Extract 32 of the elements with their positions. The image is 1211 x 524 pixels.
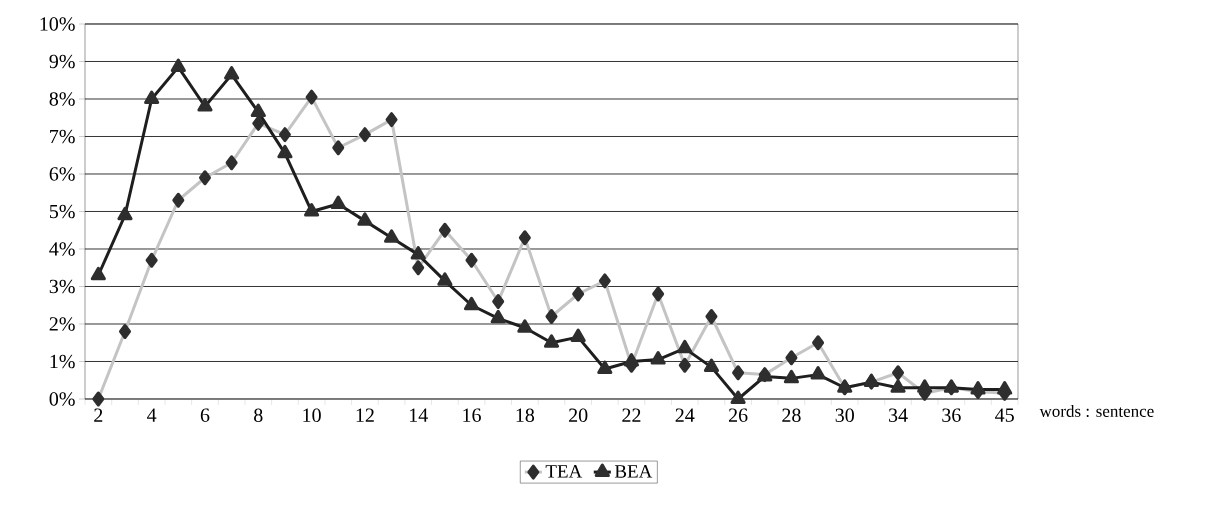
- x-tick-label: 28: [782, 408, 801, 423]
- y-tick-label: 6%: [49, 167, 75, 181]
- y-tick-label: 5%: [49, 204, 75, 219]
- y-tick-label: 4%: [49, 242, 75, 256]
- y-tick-label: 3%: [49, 279, 75, 294]
- y-tick-label: 0%: [49, 392, 75, 406]
- y-tick-label: 1%: [50, 354, 75, 369]
- x-tick-label: 6: [200, 408, 210, 422]
- x-tick-label: 22: [622, 408, 641, 422]
- y-tick-label: 8%: [49, 92, 75, 106]
- x-tick-label: 20: [569, 408, 588, 423]
- x-tick-label: 8: [254, 408, 263, 423]
- y-tick-label: 9%: [49, 54, 75, 69]
- x-tick-label: 34: [889, 408, 908, 422]
- x-tick-label: 2: [94, 408, 103, 422]
- x-tick-label: 10: [303, 408, 321, 423]
- x-tick-label: 24: [675, 408, 695, 422]
- y-tick-label: 2%: [49, 317, 75, 331]
- x-tick-label: 30: [835, 408, 854, 423]
- y-tick-label: 10%: [40, 17, 75, 31]
- legend-label: TEA: [545, 465, 583, 478]
- x-tick-label: 18: [516, 408, 535, 423]
- x-axis-title: words : sentence: [1039, 404, 1154, 417]
- x-tick-label: 4: [147, 408, 157, 422]
- x-tick-label: 14: [409, 408, 428, 422]
- legend-label: BEA: [614, 465, 653, 478]
- y-tick-label: 7%: [50, 129, 75, 144]
- x-tick-label: 26: [728, 408, 748, 422]
- x-tick-label: 16: [463, 408, 481, 422]
- x-tick-label: 12: [356, 408, 374, 422]
- x-tick-label: 36: [942, 408, 961, 422]
- x-tick-label: 45: [995, 408, 1014, 422]
